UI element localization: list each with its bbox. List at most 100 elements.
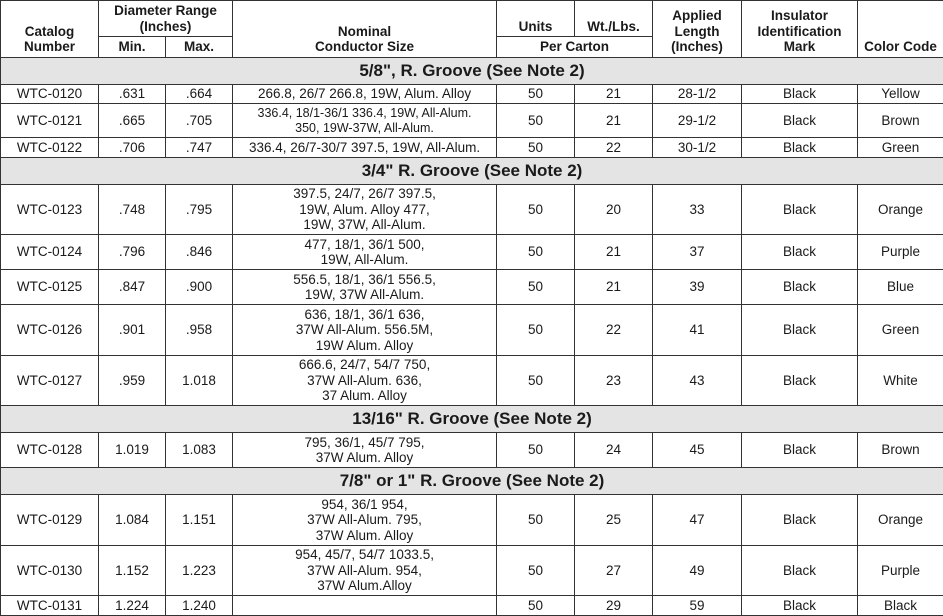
catalog-number: WTC-0130 [0, 544, 99, 596]
conductor-size-line: 336.4, 18/1-36/1 336.4, 19W, All-Alum. [257, 105, 472, 120]
data-row: WTC-0124.796.846 477, 18/1, 36/1 500, 19W,… [0, 234, 943, 270]
units: 50 [496, 234, 576, 270]
conductor-size: 556.5, 18/1, 36/1 556.5, 19W, 37W All-Alu… [232, 269, 498, 305]
header-cell: Per Carton [496, 36, 654, 58]
units: 50 [496, 269, 576, 305]
conductor-size: 636, 18/1, 36/1 636, 37W All-Alum. 556.5M… [232, 304, 498, 356]
catalog-number: WTC-0121 [0, 103, 99, 138]
min-diameter: .748 [98, 183, 166, 235]
section-row: 5/8", R. Groove (See Note 2) [0, 56, 943, 85]
catalog-number: WTC-0125 [0, 269, 99, 305]
header-cell-line: Insulator [771, 8, 829, 23]
insulator-mark: Black [741, 137, 859, 158]
weight: 20 [574, 183, 654, 235]
conductor-size: 954, 36/1 954, 37W All-Alum. 795, 37W Alum… [232, 494, 498, 546]
conductor-size-line: 666.6, 24/7, 54/7 750, [298, 357, 431, 372]
min-diameter: .901 [98, 304, 166, 356]
max-diameter: .705 [164, 103, 234, 138]
header-cell: Diameter Range (Inches) [97, 0, 234, 37]
insulator-mark: Black [741, 269, 859, 305]
max-diameter: 1.151 [164, 494, 234, 546]
catalog-number: WTC-0124 [0, 234, 99, 270]
header-cell-line: (Inches) [139, 18, 192, 34]
max-diameter: .958 [164, 304, 234, 356]
units: 50 [496, 137, 576, 158]
data-row: WTC-0129 1.084 1.151 954, 36/1 954, 37W All-… [0, 494, 943, 546]
data-row: WTC-0120.631.664 266.8, 26/7 266.8, 19W, … [0, 83, 943, 104]
insulator-mark: Black [741, 494, 859, 546]
units: 50 [496, 183, 576, 235]
applied-length: 41 [652, 304, 743, 356]
applied-length: 39 [652, 269, 743, 305]
conductor-size: 477, 18/1, 36/1 500, 19W, All-Alum. [232, 234, 498, 270]
conductor-size: 795, 36/1, 45/7 795, 37W Alum. Alloy [232, 432, 498, 468]
insulator-mark: Black [741, 83, 859, 104]
catalog-number: WTC-0126 [0, 304, 99, 356]
catalog-number: WTC-0120 [0, 83, 99, 104]
header-cell: Color Code [857, 0, 943, 58]
header-cell: Units [496, 0, 576, 37]
section-title: 5/8", R. Groove (See Note 2) [0, 56, 943, 85]
catalog-number: WTC-0122 [0, 137, 99, 158]
color-code: Purple [857, 544, 943, 596]
data-row: WTC-0123.748.795 397.5, 24/7, 26/7 397.5,… [0, 183, 943, 235]
data-row: WTC-0127.959 1.018 666.6, 24/7, 54/7 750, 3… [0, 354, 943, 406]
units: 50 [496, 595, 576, 616]
weight: 22 [574, 304, 654, 356]
conductor-size-line: 954, 36/1 954, [321, 496, 408, 512]
conductor-size-line: 37W All-Alum. 636, [307, 372, 422, 388]
section-row: 3/4" R. Groove (See Note 2) [0, 156, 943, 185]
color-code: Brown [857, 103, 943, 138]
conductor-size: 954, 45/7, 54/7 1033.5, 37W All-Alum. 954… [232, 544, 498, 596]
min-diameter: .706 [98, 137, 166, 158]
catalog-number: WTC-0129 [0, 494, 99, 546]
color-code: Green [857, 137, 943, 158]
conductor-size-line: 37W All-Alum. 556.5M, [295, 322, 434, 337]
section-row: 13/16" R. Groove (See Note 2) [0, 405, 943, 433]
insulator-mark: Black [741, 103, 859, 138]
header-cell: Wt./Lbs. [574, 0, 654, 37]
insulator-mark: Black [741, 304, 859, 356]
conductor-size-line: 636, 18/1, 36/1 636, [304, 306, 425, 322]
header-cell: Insulator Identification Mark [741, 0, 859, 58]
catalog-number: WTC-0128 [0, 432, 99, 468]
section-title: 7/8" or 1" R. Groove (See Note 2) [0, 467, 943, 495]
weight: 24 [574, 432, 654, 468]
color-code: Green [857, 304, 943, 356]
applied-length: 29-1/2 [652, 103, 743, 138]
max-diameter: .795 [164, 183, 234, 235]
header-cell: Nominal Conductor Size [232, 0, 498, 58]
catalog-number: WTC-0123 [0, 183, 99, 235]
applied-length: 30-1/2 [652, 137, 743, 158]
min-diameter: 1.152 [98, 544, 166, 596]
section-title: 3/4" R. Groove (See Note 2) [0, 156, 943, 185]
conductor-size-line: 19W, All-Alum. [320, 252, 409, 267]
data-row: WTC-0130 1.152 1.223 954, 45/7, 54/7 1033.5… [0, 544, 943, 596]
applied-length: 49 [652, 544, 743, 596]
data-row: WTC-0131 1.224 1.240 50 29 59 Black Black [0, 595, 943, 616]
conductor-size: 666.6, 24/7, 54/7 750, 37W All-Alum. 636,… [232, 354, 498, 406]
conductor-size: 266.8, 26/7 266.8, 19W, Alum. Alloy [232, 83, 498, 104]
color-code: Blue [857, 269, 943, 305]
header-cell-line: Nominal [337, 23, 392, 39]
applied-length: 37 [652, 234, 743, 270]
max-diameter: 1.223 [164, 544, 234, 596]
min-diameter: .959 [98, 354, 166, 406]
conductor-size: 336.4, 26/7-30/7 397.5, 19W, All-Alum. [232, 137, 498, 158]
header-cell-line: Number [23, 39, 75, 54]
data-row: WTC-0121.665.705 336.4, 18/1-36/1 336.4, … [0, 103, 943, 138]
units: 50 [496, 354, 576, 406]
conductor-size: 397.5, 24/7, 26/7 397.5, 19W, Alum. Alloy… [232, 183, 498, 235]
header-cell-line: Applied [672, 8, 722, 23]
header-cell-line: Length [674, 23, 720, 39]
insulator-mark: Black [741, 544, 859, 596]
units: 50 [496, 544, 576, 596]
weight: 23 [574, 354, 654, 406]
color-code: White [857, 354, 943, 406]
weight: 21 [574, 103, 654, 138]
max-diameter: 1.083 [164, 432, 234, 468]
conductor-size [232, 595, 498, 616]
min-diameter: 1.019 [98, 432, 166, 468]
